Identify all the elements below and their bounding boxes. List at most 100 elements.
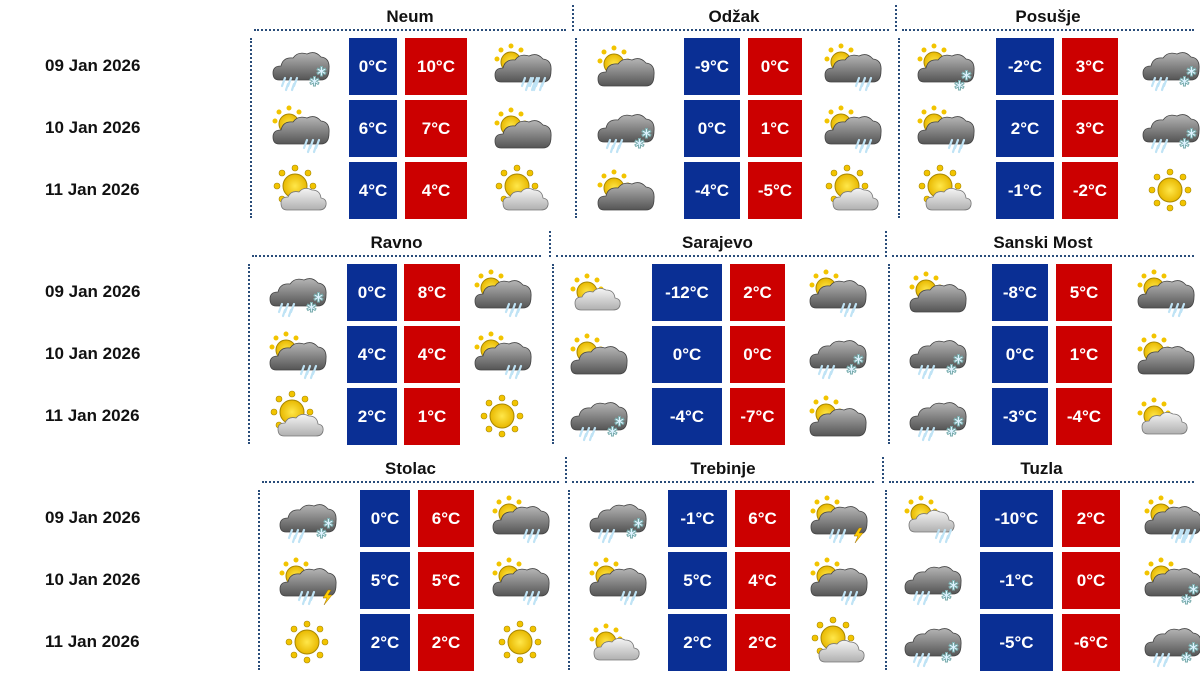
sun-cloud-rain-icon [821,102,883,154]
sunny-cloud-icon [914,164,976,216]
min-temp: -2°C [996,38,1054,95]
min-temp: 4°C [349,162,397,219]
sleet-icon [269,40,331,92]
sun-cloud-snow-icon [1141,554,1200,606]
sun-cloud-rain-icon [1134,266,1196,318]
city-header: Neum [254,5,566,31]
sleet-icon [901,554,963,606]
sun-cloud-snow-icon [914,40,976,92]
city-header: Ravno [252,231,541,257]
date-label: 10 Jan 2026 [45,344,141,363]
max-temp: 1°C [1056,326,1112,383]
sun-cloud-rain-icon [806,266,868,318]
sun-cloud-icon [567,328,629,380]
sun-cloud-icon [906,266,968,318]
max-temp: 5°C [1056,264,1112,321]
min-temp: 0°C [992,326,1048,383]
min-temp: -10°C [980,490,1053,547]
min-temp: -12°C [652,264,722,321]
min-temp: -4°C [684,162,740,219]
city-header: Trebinje [572,457,874,483]
sun-cloud-rain-icon [471,328,533,380]
min-temp: 0°C [347,264,397,321]
date-label: 11 Jan 2026 [45,180,140,199]
min-temp: 5°C [360,552,410,609]
header-separator [895,5,897,31]
column-separator [552,264,554,444]
min-temp: -1°C [668,490,727,547]
max-temp: 2°C [730,264,785,321]
max-temp: 6°C [735,490,790,547]
sun-icon [471,390,533,442]
min-temp: 6°C [349,100,397,157]
city-header: Posušje [902,5,1194,31]
min-temp: -5°C [980,614,1053,671]
sunny-cloud-icon [821,164,883,216]
column-separator [248,264,250,444]
max-temp: 2°C [735,614,790,671]
sleet-icon [901,616,963,668]
sleet-icon [266,266,328,318]
date-label: 10 Jan 2026 [45,570,141,589]
max-temp: 1°C [404,388,460,445]
sun-light-cloud-icon [1134,390,1196,442]
sun-cloud-icon [594,40,656,92]
sunny-cloud-icon [491,164,553,216]
min-temp: 2°C [996,100,1054,157]
column-separator [898,38,900,218]
min-temp: 5°C [668,552,727,609]
column-separator [568,490,570,670]
max-temp: 4°C [405,162,467,219]
max-temp: -6°C [1062,614,1120,671]
sunny-cloud-icon [266,390,328,442]
max-temp: -2°C [1062,162,1118,219]
date-label: 10 Jan 2026 [45,118,141,137]
sun-icon [276,616,338,668]
sun-cloud-rain-icon [821,40,883,92]
header-separator [885,231,887,257]
max-temp: 7°C [405,100,467,157]
max-temp: 5°C [418,552,474,609]
sleet-icon [276,492,338,544]
column-separator [885,490,887,670]
sleet-icon [567,390,629,442]
city-header: Sanski Most [892,231,1194,257]
min-temp: 0°C [684,100,740,157]
max-temp: 0°C [748,38,802,95]
sun-cloud-rain-icon [269,102,331,154]
max-temp: 10°C [405,38,467,95]
date-label: 09 Jan 2026 [45,508,141,527]
min-temp: 2°C [360,614,410,671]
header-separator [565,457,567,483]
min-temp: 0°C [349,38,397,95]
sun-cloud-heavy-rain-icon [1141,492,1200,544]
min-temp: -1°C [996,162,1054,219]
sun-cloud-icon [1134,328,1196,380]
max-temp: 0°C [1062,552,1120,609]
date-label: 11 Jan 2026 [45,632,140,651]
min-temp: 0°C [360,490,410,547]
sleet-icon [906,328,968,380]
sleet-icon [1139,40,1200,92]
max-temp: -4°C [1056,388,1112,445]
min-temp: 2°C [668,614,727,671]
sleet-icon [594,102,656,154]
sun-cloud-thunder-icon [807,492,869,544]
sun-icon [489,616,551,668]
sun-icon [1139,164,1200,216]
sun-light-cloud-icon [586,616,648,668]
max-temp: 4°C [404,326,460,383]
city-header: Odžak [579,5,889,31]
max-temp: 8°C [404,264,460,321]
date-label: 09 Jan 2026 [45,282,141,301]
date-label: 09 Jan 2026 [45,56,141,75]
column-separator [250,38,252,218]
column-separator [575,38,577,218]
sunny-cloud-icon [807,616,869,668]
sleet-icon [1139,102,1200,154]
header-separator [549,231,551,257]
max-temp: 6°C [418,490,474,547]
sleet-icon [1141,616,1200,668]
city-header: Tuzla [889,457,1194,483]
max-temp: 2°C [1062,490,1120,547]
